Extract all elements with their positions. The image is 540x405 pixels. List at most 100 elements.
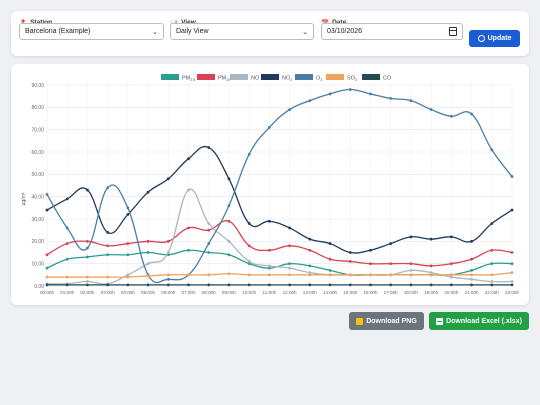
data-point[interactable] (247, 262, 251, 266)
data-point[interactable] (106, 231, 110, 234)
data-point[interactable] (126, 273, 130, 277)
data-point[interactable] (490, 262, 494, 266)
data-point[interactable] (369, 248, 372, 252)
data-point[interactable] (470, 112, 473, 116)
data-point[interactable] (207, 251, 211, 254)
data-point[interactable] (490, 222, 494, 225)
data-point[interactable] (348, 88, 352, 91)
data-point[interactable] (207, 228, 211, 232)
data-point[interactable] (328, 273, 332, 277)
data-point[interactable] (106, 244, 110, 248)
legend-item-o3[interactable]: O3 (295, 74, 322, 82)
data-point[interactable] (166, 273, 170, 277)
data-point[interactable] (187, 283, 190, 287)
data-point[interactable] (369, 262, 372, 266)
legend-item-pm25[interactable]: PM2.5 (161, 74, 195, 82)
data-point[interactable] (288, 244, 292, 248)
data-point[interactable] (207, 273, 211, 277)
data-point[interactable] (187, 273, 190, 277)
data-point[interactable] (409, 273, 413, 277)
download-png-button[interactable]: Download PNG (349, 312, 424, 330)
data-point[interactable] (510, 175, 514, 178)
data-point[interactable] (247, 260, 251, 263)
data-point[interactable] (267, 126, 271, 129)
data-point[interactable] (288, 283, 292, 287)
data-point[interactable] (166, 251, 170, 254)
data-point[interactable] (510, 283, 514, 287)
data-point[interactable] (65, 197, 69, 201)
legend-item-pm10[interactable]: PM10 (197, 74, 230, 82)
legend-item-co[interactable]: CO (362, 74, 392, 82)
data-point[interactable] (429, 264, 433, 268)
data-point[interactable] (166, 177, 170, 181)
data-point[interactable] (369, 273, 372, 277)
data-point[interactable] (126, 213, 130, 216)
data-point[interactable] (227, 239, 231, 243)
data-point[interactable] (86, 283, 89, 287)
data-point[interactable] (429, 108, 433, 111)
data-point[interactable] (207, 283, 211, 287)
data-point[interactable] (146, 274, 150, 278)
data-point[interactable] (449, 235, 453, 239)
data-point[interactable] (490, 148, 494, 152)
data-point[interactable] (409, 268, 413, 272)
data-point[interactable] (227, 283, 231, 287)
data-point[interactable] (106, 275, 110, 279)
data-point[interactable] (308, 283, 312, 287)
data-point[interactable] (490, 248, 494, 252)
data-point[interactable] (449, 262, 453, 266)
date-input[interactable]: 03/10/2026 (321, 23, 463, 40)
data-point[interactable] (409, 262, 413, 266)
data-point[interactable] (389, 273, 393, 277)
data-point[interactable] (470, 283, 473, 287)
data-point[interactable] (369, 283, 372, 287)
data-point[interactable] (65, 275, 69, 279)
data-point[interactable] (308, 264, 312, 268)
data-point[interactable] (65, 242, 69, 245)
data-point[interactable] (288, 273, 292, 277)
data-point[interactable] (45, 283, 49, 287)
data-point[interactable] (490, 280, 494, 283)
data-point[interactable] (227, 204, 231, 208)
data-point[interactable] (86, 239, 89, 243)
data-point[interactable] (187, 226, 190, 230)
legend-item-no2[interactable]: NO2 (261, 74, 292, 82)
data-point[interactable] (247, 244, 251, 248)
data-point[interactable] (227, 219, 231, 223)
data-point[interactable] (288, 262, 292, 266)
station-select[interactable]: Barcelona (Example) ⌄ (19, 23, 164, 40)
data-point[interactable] (470, 257, 473, 261)
data-point[interactable] (267, 283, 271, 287)
data-point[interactable] (45, 253, 49, 257)
data-point[interactable] (429, 237, 433, 241)
data-point[interactable] (126, 253, 130, 257)
data-point[interactable] (449, 283, 453, 287)
data-point[interactable] (409, 235, 413, 239)
data-point[interactable] (227, 177, 231, 181)
data-point[interactable] (308, 273, 312, 277)
data-point[interactable] (328, 268, 332, 272)
data-point[interactable] (510, 271, 514, 274)
data-point[interactable] (470, 277, 473, 281)
data-point[interactable] (267, 219, 271, 223)
data-point[interactable] (348, 251, 352, 254)
data-point[interactable] (45, 266, 49, 270)
data-point[interactable] (288, 266, 292, 270)
data-point[interactable] (106, 283, 110, 287)
data-point[interactable] (247, 283, 251, 287)
data-point[interactable] (146, 239, 150, 243)
data-point[interactable] (207, 222, 211, 225)
data-point[interactable] (308, 99, 312, 103)
data-point[interactable] (207, 146, 211, 149)
data-point[interactable] (389, 97, 393, 100)
data-point[interactable] (166, 283, 170, 287)
data-point[interactable] (267, 264, 271, 268)
data-point[interactable] (45, 193, 49, 196)
data-point[interactable] (429, 271, 433, 274)
data-point[interactable] (65, 283, 69, 287)
data-point[interactable] (308, 271, 312, 274)
data-point[interactable] (449, 273, 453, 277)
data-point[interactable] (328, 92, 332, 96)
data-point[interactable] (510, 262, 514, 266)
data-point[interactable] (328, 242, 332, 245)
